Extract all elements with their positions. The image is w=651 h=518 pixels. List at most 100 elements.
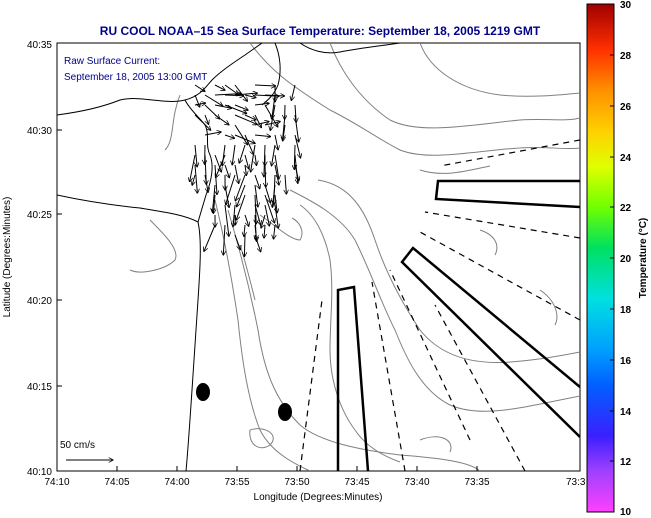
current-vector-arrow [244,154,249,169]
current-vector-arrow [294,134,301,158]
colorbar-tick-label: 10 [620,507,632,518]
current-vector-arrow [224,135,235,138]
current-vector-arrow [272,144,276,166]
current-vector-arrow [254,174,260,189]
current-vector-arrow [192,174,195,185]
y-tick-label: 40:25 [27,210,52,221]
current-vector-arrow [245,164,246,176]
current-vector-arrow [204,224,216,251]
current-vector-arrow [283,114,285,139]
current-vector-arrow [294,144,295,169]
current-vector-arrow [244,224,245,236]
x-tick-label: 73:50 [284,477,309,488]
current-vector-arrow [254,135,271,137]
y-axis-label: Latitude (Degrees:Minutes) [2,197,13,318]
current-vector-arrow [214,94,241,95]
colorbar-ticks: 30 28 26 24 22 20 18 16 14 12 10 [620,0,632,518]
current-vector-arrow [195,144,197,167]
axis-tick-marks [56,129,478,471]
colorbar-tick-label: 14 [620,407,632,418]
current-vector-arrow [234,124,248,145]
colorbar-label: Temperature (°C) [638,218,649,299]
current-vector-arrow [204,132,221,136]
y-tick-label: 40:20 [27,296,52,307]
current-vector-arrow [234,93,257,95]
current-vector-arrow [254,234,261,252]
current-vector-arrow [274,164,279,185]
map-content [57,43,580,471]
current-vector-arrow [204,94,223,106]
current-vector-arrow [194,84,205,91]
current-vector-arrow [265,164,266,187]
surface-current-vectors [190,85,301,257]
station-marker [196,383,210,401]
current-vector-arrow [254,204,261,225]
current-vector-arrow [234,164,239,184]
figure-title: RU COOL NOAA–15 Sea Surface Temperature:… [100,24,541,38]
current-vector-arrow [255,154,257,165]
current-vector-arrow [204,114,209,124]
colorbar-tick-label: 28 [620,51,632,62]
current-vector-arrow [216,154,226,178]
current-vector-arrow [244,214,249,226]
current-label: Raw Surface Current: [64,56,160,67]
x-tick-label: 73:3 [566,477,586,488]
current-vector-arrow [274,204,278,228]
scale-arrow-label: 50 cm/s [60,440,95,451]
current-vector-arrow [214,114,229,125]
current-vector-arrow [223,224,225,255]
coastline [57,43,401,471]
current-vector-arrow [270,104,276,131]
x-tick-label: 74:05 [104,477,129,488]
current-vector-arrow [194,114,211,130]
current-vector-arrow [254,114,261,128]
current-vector-arrow [224,204,229,236]
current-vector-arrow [232,144,236,165]
current-vector-arrow [213,194,215,213]
current-vector-arrow [283,124,285,141]
current-vector-arrow [222,144,226,166]
colorbar-tick-label: 12 [620,457,632,468]
station-marker [278,403,292,421]
current-vector-arrow [234,234,240,250]
plot-frame [56,42,581,472]
colorbar-tick-label: 30 [620,0,632,11]
colorbar-tick-label: 16 [620,356,632,367]
x-axis-ticks: 74:10 74:05 74:00 73:55 73:50 73:45 73:4… [44,477,585,488]
x-tick-label: 73:40 [404,477,429,488]
current-vector-arrow [285,174,286,194]
x-tick-label: 73:45 [344,477,369,488]
current-vector-arrow [224,95,244,96]
temperature-colorbar [586,3,615,513]
current-vector-arrow [261,214,266,228]
current-vector-arrow [264,224,265,238]
current-vector-arrow [272,184,276,207]
current-vector-arrow [234,134,255,143]
current-vector-arrow [244,114,256,120]
current-vector-arrow [254,85,276,86]
current-vector-arrow [214,104,232,108]
current-vector-arrow [234,114,257,124]
current-vector-arrow [255,194,256,224]
current-vector-arrow [264,122,280,126]
current-vector-arrow [224,104,247,114]
current-vector-arrow [291,84,296,101]
colorbar-tick-label: 26 [620,102,632,113]
current-vector-arrow [274,154,279,179]
current-vector-arrow [214,84,225,90]
current-vector-arrow [224,164,229,178]
current-vector-arrow [236,194,246,220]
current-vector-arrow [204,174,208,192]
current-vector-arrow [194,103,206,105]
current-vector-arrow [234,104,248,110]
radial-dashed-lines [299,139,580,471]
current-vector-arrow [294,114,299,142]
current-vector-arrow [212,184,216,212]
y-tick-label: 40:35 [27,40,52,51]
x-tick-label: 74:00 [164,477,189,488]
colorbar-tick-label: 24 [620,153,632,164]
current-vector-arrow [274,224,276,239]
y-tick-label: 40:15 [27,382,52,393]
current-vector-arrow [264,194,275,223]
